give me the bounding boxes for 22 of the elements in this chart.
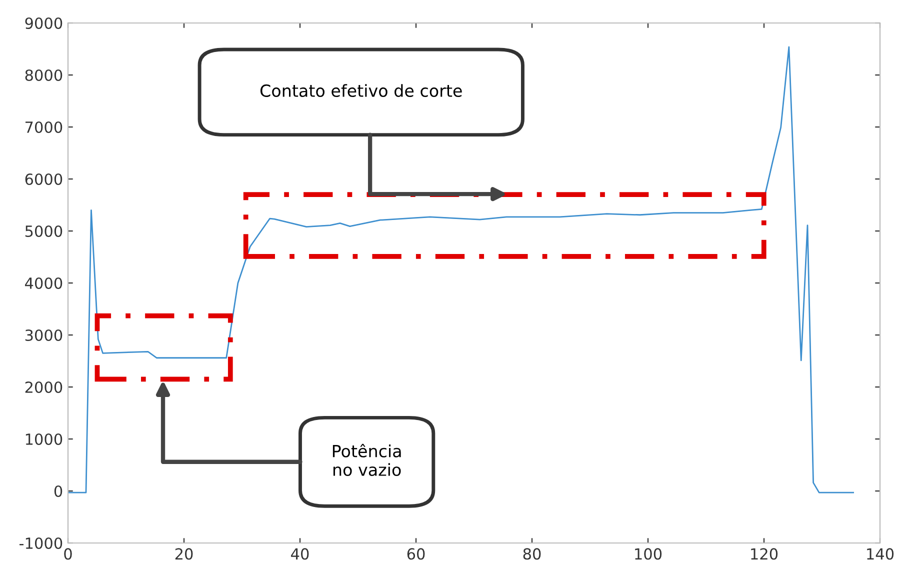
- y-tick-label: 0: [54, 485, 62, 498]
- x-tick-label: 140: [867, 548, 894, 560]
- annotation: Contato efetivo de corte: [260, 84, 462, 97]
- annotation: Potência no vazio: [332, 444, 401, 476]
- y-tick-label: 4000: [25, 277, 62, 290]
- y-tick-label: 1000: [26, 433, 62, 446]
- x-tick-label: 60: [407, 548, 425, 560]
- y-tick-label: 7000: [26, 121, 62, 134]
- line-series: [68, 46, 854, 494]
- x-tick-label: 40: [291, 548, 309, 560]
- x-tick-label: 80: [523, 548, 541, 560]
- y-tick-label: 5000: [25, 225, 62, 238]
- x-tick-label: 20: [175, 548, 193, 560]
- y-tick-label: 9000: [25, 17, 62, 30]
- x-tick-label: 100: [635, 548, 662, 560]
- y-tick-label: 6000: [25, 173, 62, 186]
- x-tick-label: 120: [751, 548, 778, 560]
- y-tick-label: -1000: [19, 537, 62, 550]
- y-tick-label: 2000: [25, 381, 62, 394]
- x-tick-label: 0: [64, 548, 72, 560]
- y-tick-label: 3000: [25, 329, 62, 342]
- y-tick-label: 8000: [25, 69, 62, 82]
